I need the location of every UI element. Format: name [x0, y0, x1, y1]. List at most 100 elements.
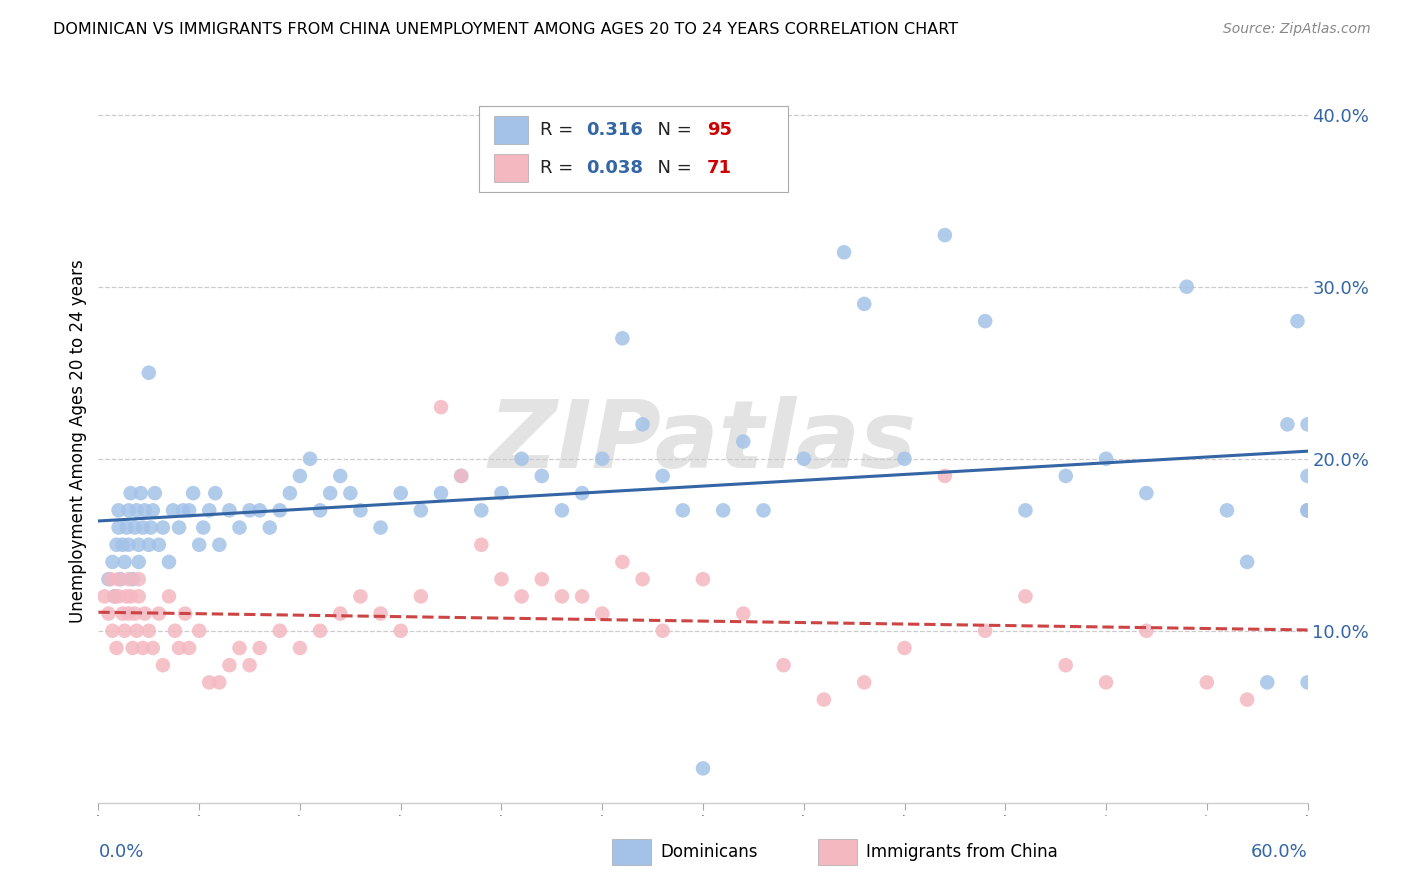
Point — [114, 624, 136, 638]
Point — [179, 640, 201, 655]
Point — [1014, 503, 1036, 517]
Point — [204, 486, 226, 500]
Point — [142, 640, 165, 655]
Point — [1286, 314, 1309, 328]
Point — [309, 624, 332, 638]
Point — [228, 640, 250, 655]
Point — [128, 538, 150, 552]
Text: DOMINICAN VS IMMIGRANTS FROM CHINA UNEMPLOYMENT AMONG AGES 20 TO 24 YEARS CORREL: DOMINICAN VS IMMIGRANTS FROM CHINA UNEMP… — [53, 22, 959, 37]
Point — [450, 469, 472, 483]
Point — [120, 486, 142, 500]
Point — [121, 640, 143, 655]
Point — [672, 503, 695, 517]
Point — [733, 607, 755, 621]
Point — [329, 607, 352, 621]
Point — [409, 503, 432, 517]
Point — [179, 503, 201, 517]
Point — [128, 590, 150, 604]
Point — [1296, 469, 1319, 483]
Point — [974, 314, 997, 328]
FancyBboxPatch shape — [479, 105, 787, 193]
Point — [114, 555, 136, 569]
Point — [132, 640, 155, 655]
FancyBboxPatch shape — [494, 154, 527, 182]
Point — [239, 503, 262, 517]
Text: R =: R = — [540, 120, 579, 139]
Point — [115, 590, 138, 604]
Point — [174, 607, 197, 621]
FancyBboxPatch shape — [494, 116, 527, 144]
Point — [152, 658, 174, 673]
Point — [188, 624, 211, 638]
Point — [339, 486, 361, 500]
Point — [121, 572, 143, 586]
Y-axis label: Unemployment Among Ages 20 to 24 years: Unemployment Among Ages 20 to 24 years — [69, 260, 87, 624]
Point — [1135, 624, 1157, 638]
Point — [591, 451, 613, 466]
Point — [450, 469, 472, 483]
Point — [259, 520, 281, 534]
Point — [510, 590, 533, 604]
Point — [100, 572, 122, 586]
Point — [793, 451, 815, 466]
Point — [228, 520, 250, 534]
Point — [853, 675, 876, 690]
Point — [692, 761, 714, 775]
Point — [103, 590, 125, 604]
Point — [299, 451, 322, 466]
Point — [832, 245, 855, 260]
Point — [651, 624, 673, 638]
Point — [103, 590, 125, 604]
Point — [249, 503, 271, 517]
Point — [733, 434, 755, 449]
Point — [107, 503, 129, 517]
Point — [93, 590, 115, 604]
Point — [118, 607, 141, 621]
Point — [772, 658, 794, 673]
Text: N =: N = — [647, 159, 697, 177]
Point — [974, 624, 997, 638]
Point — [893, 451, 915, 466]
Point — [148, 607, 170, 621]
Point — [105, 538, 128, 552]
Point — [132, 520, 155, 534]
Point — [813, 692, 835, 706]
Point — [1054, 469, 1077, 483]
Text: 95: 95 — [707, 120, 731, 139]
FancyBboxPatch shape — [818, 839, 856, 864]
Point — [491, 572, 513, 586]
Point — [1236, 555, 1258, 569]
Point — [319, 486, 342, 500]
Point — [269, 624, 291, 638]
Point — [142, 503, 165, 517]
Point — [551, 503, 574, 517]
Point — [128, 555, 150, 569]
Point — [97, 607, 120, 621]
Text: 0.0%: 0.0% — [98, 843, 143, 861]
Point — [218, 503, 240, 517]
Text: 0.316: 0.316 — [586, 120, 643, 139]
Point — [470, 503, 492, 517]
Point — [167, 640, 190, 655]
Point — [249, 640, 271, 655]
Point — [111, 607, 134, 621]
Point — [193, 520, 215, 534]
Point — [389, 486, 412, 500]
Point — [934, 228, 956, 243]
Point — [101, 624, 124, 638]
Point — [134, 607, 156, 621]
Point — [134, 503, 156, 517]
Point — [631, 417, 654, 432]
Point — [162, 503, 184, 517]
Point — [107, 520, 129, 534]
Point — [893, 640, 915, 655]
Text: 0.038: 0.038 — [586, 159, 643, 177]
Point — [1296, 503, 1319, 517]
Text: Dominicans: Dominicans — [661, 843, 758, 861]
Point — [118, 538, 141, 552]
Point — [148, 538, 170, 552]
Point — [163, 624, 186, 638]
Point — [409, 590, 432, 604]
Point — [612, 331, 634, 345]
Point — [591, 607, 613, 621]
